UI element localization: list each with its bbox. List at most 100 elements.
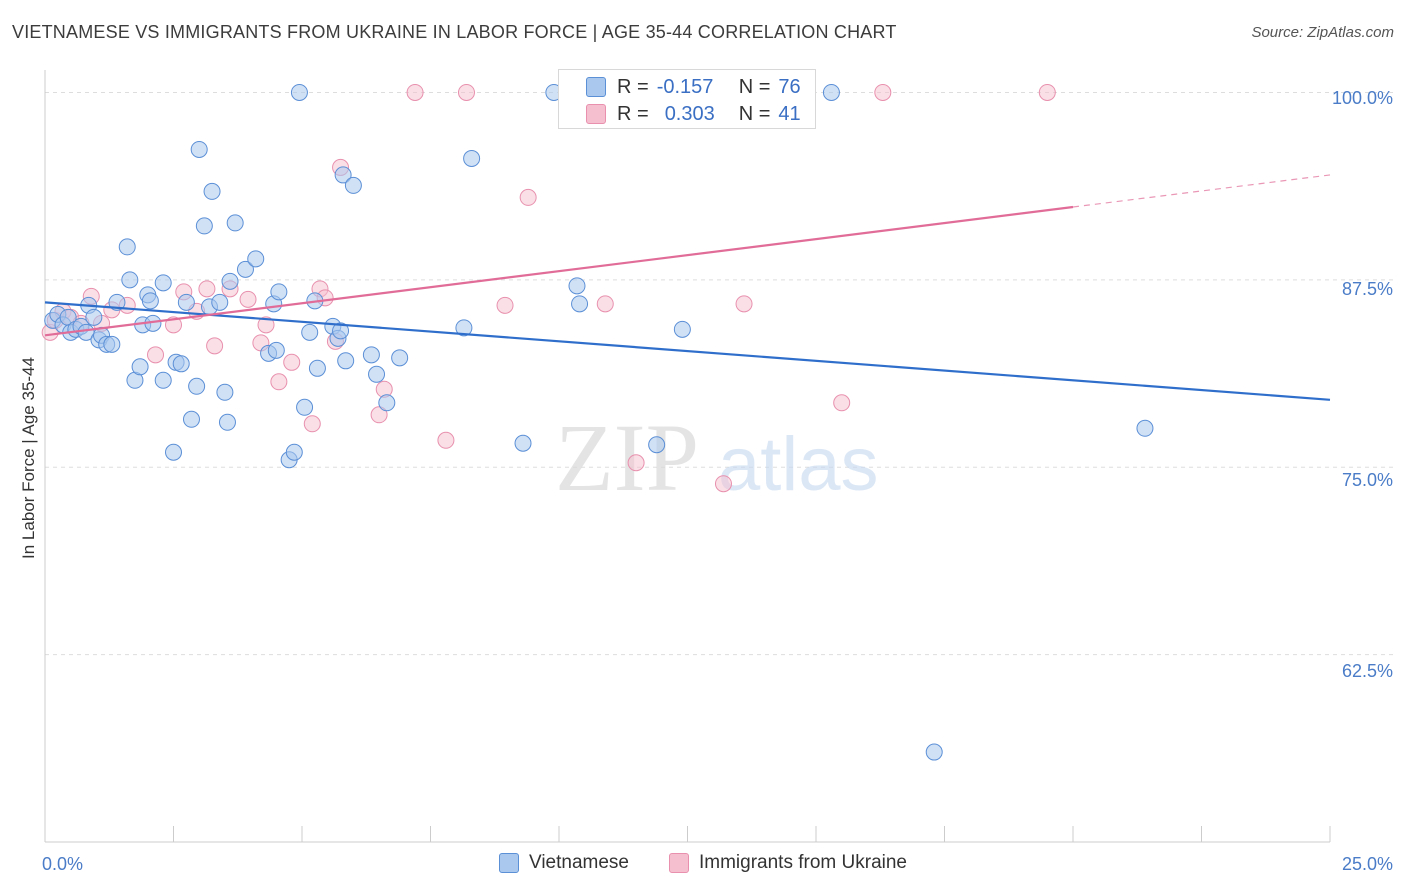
vietnamese-point [925,743,943,761]
ukraine-point [1038,83,1056,101]
ukraine-point [303,415,321,433]
vietnamese-point [285,443,303,461]
vietnamese-point [344,176,362,194]
vietnamese-point [182,410,200,428]
ukraine-point [437,431,455,449]
y-axis-label: In Labor Force | Age 35-44 [19,357,38,559]
ukraine-point [627,454,645,472]
axis-layer [44,70,1331,843]
ukraine-trend-line [44,205,1074,337]
vietnamese-point [216,383,234,401]
vietnamese-point [188,377,206,395]
y-tick-label-100: 100.0% [1332,88,1393,108]
vietnamese-point [571,295,589,313]
vietnamese-point [334,166,352,184]
chart-source: Source: ZipAtlas.com [1251,24,1394,41]
vietnamese-swatch [586,77,606,97]
legend-item-ukraine[interactable]: Immigrants from Ukraine [669,852,907,874]
vietnamese-point [822,83,840,101]
ukraine-point [406,83,424,101]
vietnamese-point [108,293,126,311]
ukraine-point [874,83,892,101]
vietnamese-point [391,349,409,367]
ukraine-point [735,295,753,313]
vietnamese-point [514,434,532,452]
vietnamese-point [290,83,308,101]
vietnamese-point [221,272,239,290]
vietnamese-point [568,277,586,295]
vietnamese-point [296,398,314,416]
y-tick-label-75: 75.0% [1342,470,1393,490]
vietnamese-point [211,293,229,311]
grid-layer [45,91,1393,656]
vietnamese-point [190,140,208,158]
vietnamese-point [337,352,355,370]
series-vietnamese-points [44,83,1154,761]
ukraine-point [270,373,288,391]
vietnamese-point [203,182,221,200]
ukraine-swatch [586,104,606,124]
legend-label-vietnamese: Vietnamese [529,852,629,873]
chart-legend: Vietnamese Immigrants from Ukraine [0,852,1406,874]
vietnamese-point [177,293,195,311]
legend-swatch-vietnamese [499,853,519,873]
ukraine-point [496,296,514,314]
r-label: R = [617,102,649,125]
chart-title: VIETNAMESE VS IMMIGRANTS FROM UKRAINE IN… [12,22,897,42]
vietnamese-point [308,359,326,377]
x-tick-label-0: 0.0% [42,854,83,874]
vietnamese-point [154,371,172,389]
vietnamese-point [85,308,103,326]
vietnamese-point [378,394,396,412]
watermark-atlas: atlas [718,422,879,507]
ukraine-point [714,475,732,493]
vietnamese-point [362,346,380,364]
vietnamese-point [195,217,213,235]
vietnamese-point [1136,419,1154,437]
vietnamese-point [267,341,285,359]
ukraine-point [283,353,301,371]
stats-row-vietnamese: R = -0.157 N = 76 [586,74,801,100]
r-value: -0.157 [656,75,714,98]
vietnamese-point [455,319,473,337]
ukraine-point [370,406,388,424]
ukraine-point [596,295,614,313]
n-label: N = [738,102,771,125]
x-tick-label-1: 25.0% [1342,854,1393,874]
ukraine-point [457,83,475,101]
vietnamese-point [218,413,236,431]
vietnamese-point [247,250,265,268]
watermark: ZIP atlas [555,404,879,511]
vietnamese-point [165,443,182,461]
ukraine-point [147,346,165,364]
vietnamese-point [121,271,139,289]
r-label: R = [617,75,649,98]
vietnamese-point [270,283,288,301]
vietnamese-point [103,335,121,353]
ukraine-point [239,290,257,308]
vietnamese-point [226,214,244,232]
ukraine-point [257,316,275,334]
n-label: N = [738,75,771,98]
ukraine-point [198,280,216,298]
y-tick-label-87-5: 87.5% [1342,279,1393,299]
y-tick-label-62-5: 62.5% [1342,661,1393,681]
legend-item-vietnamese[interactable]: Vietnamese [499,852,629,874]
stats-legend-box: R = -0.157 N = 76 R = 0.303 N = 41 [558,69,816,129]
vietnamese-point [172,355,190,373]
n-value: 41 [778,102,801,125]
ukraine-point [206,337,224,355]
vietnamese-point [236,260,254,278]
watermark-zip: ZIP [555,404,699,511]
vietnamese-point [131,358,149,376]
stats-row-ukraine: R = 0.303 N = 41 [586,101,801,127]
trend-lines [44,174,1331,401]
vietnamese-point [673,320,691,338]
r-value: 0.303 [664,102,715,125]
ukraine-trend-line-extrapolated [1072,174,1331,208]
legend-swatch-ukraine [669,853,689,873]
ukraine-point [833,394,851,412]
vietnamese-point [118,238,136,256]
vietnamese-point [141,292,159,310]
